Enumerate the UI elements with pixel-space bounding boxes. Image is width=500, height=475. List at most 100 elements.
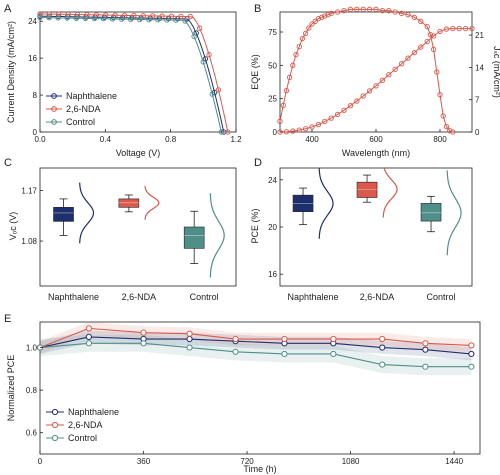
category-label: Naphthalene [288,292,339,302]
category-label: Control [190,292,219,302]
y-tick-label: 16 [28,54,37,63]
legend-label: Naphthalene [66,91,117,101]
panel-a-xlabel: Voltage (V) [116,148,161,158]
stability-point [379,361,386,368]
eqe-point [328,10,334,16]
eqe-point [446,128,453,134]
jv-point [118,16,125,22]
x-tick-label: 0.4 [100,135,112,144]
stability-point [281,335,288,343]
jsc-point [386,72,392,78]
eqe-point [290,62,296,68]
x-tick-label: 1440 [445,457,463,466]
eqe-point [306,25,312,31]
jv-point [37,14,43,21]
eqe-point [434,69,440,75]
jsc-point [283,129,290,135]
eqe-point [315,16,322,22]
jsc-point [405,55,411,61]
stability-line [39,336,472,355]
eqe-point [450,129,456,135]
x-tick-label: 800 [433,135,447,144]
eqe-point [398,10,405,16]
box [420,203,442,222]
jsc-point [290,128,296,134]
jv-point [225,129,231,135]
legend-marker [51,421,59,429]
jv-point [159,13,165,19]
stability-point [330,350,337,358]
eqe-point [360,6,366,12]
y-tick-label: 0.8 [26,386,38,395]
eqe-point [296,44,302,50]
panel-label-e: E [4,313,11,325]
jsc-point [360,93,366,99]
jv-point [37,11,43,17]
panel-a-legend: Naphthalene 2,6-NDA Control [46,91,117,127]
legend-marker [51,119,57,125]
panel-c-frame [39,167,237,287]
distribution-curve [318,167,334,239]
error-band [40,330,472,361]
category-label: Naphthalene [48,292,99,302]
panel-c-voc-box: 1.08 1.17 Naphthalene 2,6-NDA Control Vₒᴄ (… [8,167,237,302]
box [356,181,378,198]
box [183,226,205,249]
jv-point [112,12,118,18]
jsc-point [398,61,405,67]
eqe-point [334,9,341,15]
x-tick-label: 0.8 [165,135,177,144]
y-tick-label: 0 [273,128,278,137]
legend-marker [51,408,59,416]
legend-label: Control [68,433,97,443]
eqe-point [293,52,299,58]
jsc-point [437,28,443,35]
jsc-point [347,103,354,109]
jsc-curve [279,28,472,133]
jsc-point [469,25,475,32]
jsc-point [366,88,373,94]
panel-a-ylabel: Current Density (mA/cm²) [6,21,16,123]
eqe-point [312,18,318,24]
y-tick-label: 24 [268,176,277,185]
box [53,207,74,222]
jv-point [46,11,53,17]
eqe-point [430,46,437,52]
jv-point [56,11,62,17]
jv-point [140,13,146,19]
panel-a-jv-chart: 0.0 0.4 0.8 1.2 0 8 16 24 Voltage (V) Current … [6,11,242,158]
stability-point [422,340,429,347]
category-label: 2,6-NDA [360,292,395,302]
jsc-point [411,49,418,56]
category-label: Control [427,292,456,302]
jsc-point [315,121,322,128]
eqe-point [283,88,290,94]
eqe-point [366,6,373,12]
jv-point [168,13,175,19]
jv-point [65,11,71,18]
jv-point [82,15,88,22]
stability-line [39,342,472,368]
panel-b-ylabel-right: Jₛᴄ (mA/cm²) [492,46,500,98]
jv-point [73,15,79,21]
jv-point [150,13,156,19]
panel-d-ylabel: PCE (%) [250,208,260,243]
panel-e-frame [39,321,481,455]
stability-point [379,335,386,343]
panel-label-b: B [254,3,261,15]
x-tick-label: 360 [137,457,151,466]
distribution-curve [382,167,398,218]
panel-b-xlabel: Wavelength (nm) [342,148,410,158]
jv-point [155,17,161,23]
eqe-point [309,21,315,27]
eqe-point [392,9,398,15]
eqe-point [411,14,418,20]
jv-point [46,15,52,21]
x-tick-label: 1.2 [230,135,242,144]
legend-label: Naphthalene [68,407,119,417]
y-tick-label: 20 [268,223,277,232]
eqe-point [386,8,392,14]
stability-point [186,344,193,351]
stability-point [468,350,475,358]
stability-point [85,340,92,347]
